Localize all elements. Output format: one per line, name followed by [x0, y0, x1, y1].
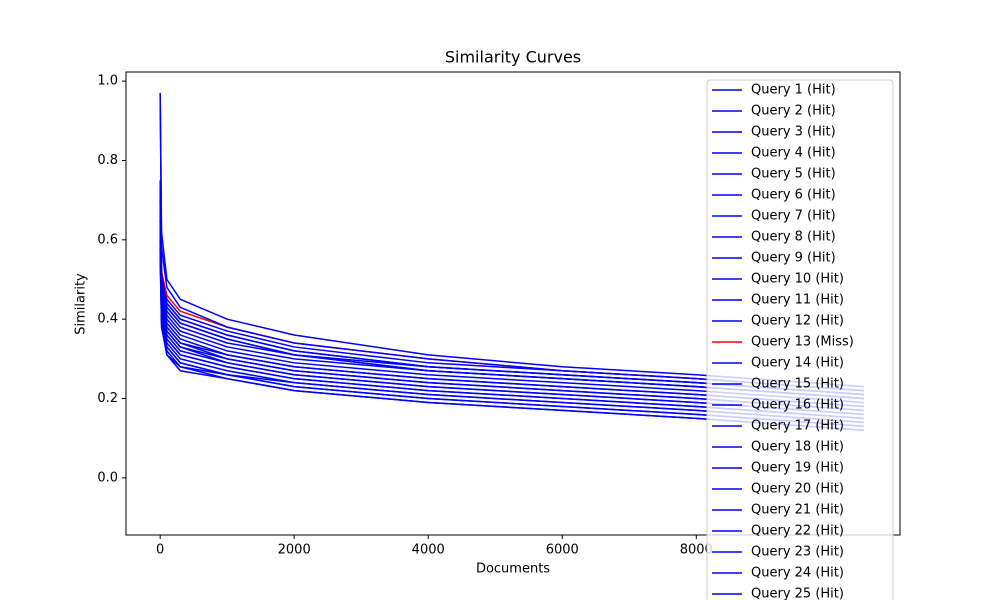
x-tick-label: 4000 [412, 543, 445, 558]
y-tick-label: 0.0 [97, 470, 118, 485]
legend-label: Query 17 (Hit) [751, 419, 844, 434]
legend-label: Query 7 (Hit) [751, 209, 836, 224]
legend: Query 1 (Hit) Query 2 (Hit) Query 3 (Hit) Q… [706, 79, 894, 600]
legend-label: Query 21 (Hit) [751, 503, 844, 518]
y-axis-label: Similarity [74, 273, 89, 335]
series-line [159, 247, 864, 428]
legend-label: Query 12 (Hit) [751, 314, 844, 329]
series-line [159, 93, 864, 392]
legend-label: Query 16 (Hit) [751, 398, 844, 413]
legend-label: Query 1 (Hit) [751, 83, 836, 98]
legend-label: Query 10 (Hit) [751, 272, 844, 287]
legend-box [706, 79, 894, 600]
legend-label: Query 20 (Hit) [751, 482, 844, 497]
legend-label: Query 15 (Hit) [751, 377, 844, 392]
plot-area [159, 93, 864, 432]
legend-label: Query 22 (Hit) [751, 524, 844, 539]
legend-label: Query 23 (Hit) [751, 545, 844, 560]
series-line [159, 196, 864, 396]
legend-label: Query 18 (Hit) [751, 440, 844, 455]
legend-label: Query 4 (Hit) [751, 146, 836, 161]
series-line [159, 204, 864, 400]
y-tick-label: 0.8 [97, 153, 118, 168]
legend-label: Query 9 (Hit) [751, 251, 836, 266]
legend-label: Query 13 (Miss) [751, 335, 854, 350]
legend-label: Query 5 (Hit) [751, 167, 836, 182]
chart-title: Similarity Curves [445, 48, 581, 67]
series-line [159, 255, 864, 432]
series-line [159, 212, 864, 404]
series-line [159, 227, 864, 416]
legend-label: Query 11 (Hit) [751, 293, 844, 308]
y-tick-label: 0.2 [97, 391, 118, 406]
axes-frame [125, 71, 901, 536]
legend-label: Query 24 (Hit) [751, 566, 844, 581]
series-line [159, 93, 864, 388]
legend-label: Query 6 (Hit) [751, 188, 836, 203]
legend-label: Query 3 (Hit) [751, 125, 836, 140]
x-tick-label: 0 [156, 543, 164, 558]
x-axis-label: Documents [476, 562, 550, 577]
legend-label: Query 25 (Hit) [751, 587, 844, 600]
legend-label: Query 19 (Hit) [751, 461, 844, 476]
legend-label: Query 14 (Hit) [751, 356, 844, 371]
x-tick-label: 2000 [278, 543, 311, 558]
series-line [159, 219, 864, 408]
series-line [159, 239, 864, 420]
y-tick-label: 0.4 [97, 312, 118, 327]
legend-label: Query 8 (Hit) [751, 230, 836, 245]
y-tick-label: 0.6 [97, 232, 118, 247]
y-tick-label: 1.0 [97, 74, 118, 89]
x-tick-label: 8000 [680, 543, 713, 558]
x-tick-label: 6000 [546, 543, 579, 558]
legend-label: Query 2 (Hit) [751, 104, 836, 119]
